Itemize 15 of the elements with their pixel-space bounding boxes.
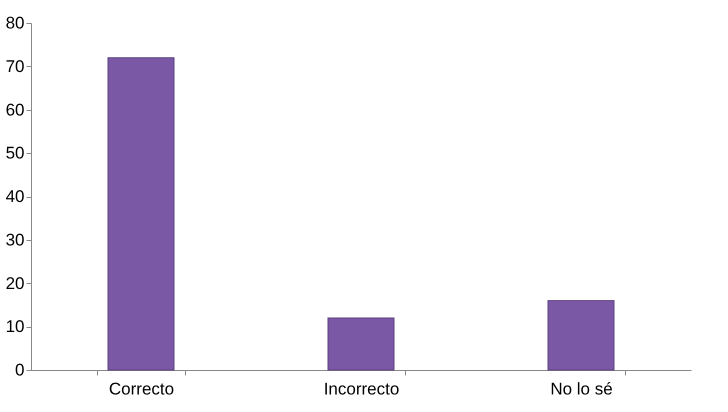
bar <box>548 300 614 370</box>
y-tick-label: 0 <box>15 360 24 380</box>
y-tick-label: 50 <box>6 144 24 163</box>
y-tick-label: 70 <box>6 56 24 76</box>
bar <box>328 317 394 370</box>
y-tick-label: 20 <box>6 274 24 293</box>
y-tick-label: 40 <box>6 187 24 206</box>
bar <box>108 57 174 370</box>
y-tick-label: 30 <box>6 230 24 250</box>
y-tick-label: 80 <box>6 14 24 32</box>
y-tick-label: 60 <box>6 100 24 120</box>
y-tick-label: 10 <box>6 317 24 336</box>
x-tick-label: No lo sé <box>550 380 613 398</box>
x-tick-label: Incorrecto <box>324 380 400 398</box>
x-tick-label: Correcto <box>108 380 174 398</box>
